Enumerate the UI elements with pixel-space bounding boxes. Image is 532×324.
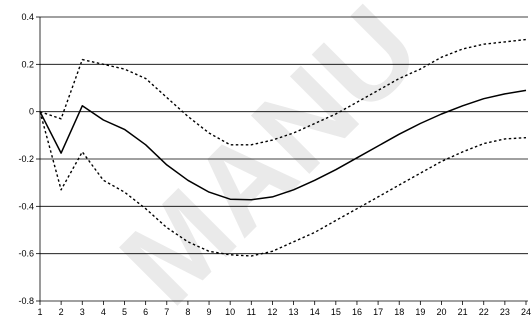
series-line-estimate	[39, 89, 527, 201]
y-tick-label: -0.6	[18, 249, 34, 259]
x-tick-label: 5	[122, 307, 127, 317]
x-tick-label: 21	[458, 307, 468, 317]
y-tick-label: 0.2	[21, 59, 34, 69]
x-tick-label: 3	[80, 307, 85, 317]
y-tick-label: 0.4	[21, 12, 34, 22]
series-line-bound-2	[39, 111, 527, 257]
y-tick-labels: -0.8 -0.6 -0.4 -0.2 0 0.2 0.4	[18, 12, 34, 306]
x-tick-label: 18	[394, 307, 404, 317]
gridlines	[40, 16, 528, 302]
x-tick-label: 19	[415, 307, 425, 317]
x-tick-label: 15	[331, 307, 341, 317]
y-tick-label: -0.4	[18, 201, 34, 211]
x-tick-label: 1	[37, 307, 42, 317]
x-tick-label: 13	[289, 307, 299, 317]
y-tick-label: -0.2	[18, 154, 34, 164]
x-tick-label: 17	[373, 307, 383, 317]
watermark-text: MANU	[95, 0, 444, 324]
x-tick-label: 24	[521, 307, 531, 317]
x-tick-label: 2	[59, 307, 64, 317]
x-tick-label: 23	[500, 307, 510, 317]
y-tick-label: 0	[29, 107, 34, 117]
x-tick-label: 20	[436, 307, 446, 317]
x-tick-label: 8	[185, 307, 190, 317]
x-tick-label: 4	[101, 307, 106, 317]
x-tick-label: 11	[247, 307, 256, 317]
x-tick-labels: 1 2 3 4 5 6 7 8 9 10 11 12 13 14 15 16 17 18 19 20 21 22 23 24	[37, 307, 531, 317]
axes	[36, 16, 527, 305]
x-tick-label: 12	[267, 307, 277, 317]
x-tick-label: 9	[207, 307, 212, 317]
x-tick-label: 6	[143, 307, 148, 317]
x-tick-label: 7	[164, 307, 169, 317]
x-tick-label: 16	[352, 307, 362, 317]
series-group	[39, 38, 527, 257]
x-tick-label: 10	[225, 307, 235, 317]
x-tick-label: 22	[479, 307, 489, 317]
x-tick-label: 14	[310, 307, 320, 317]
y-tick-label: -0.8	[18, 296, 34, 306]
